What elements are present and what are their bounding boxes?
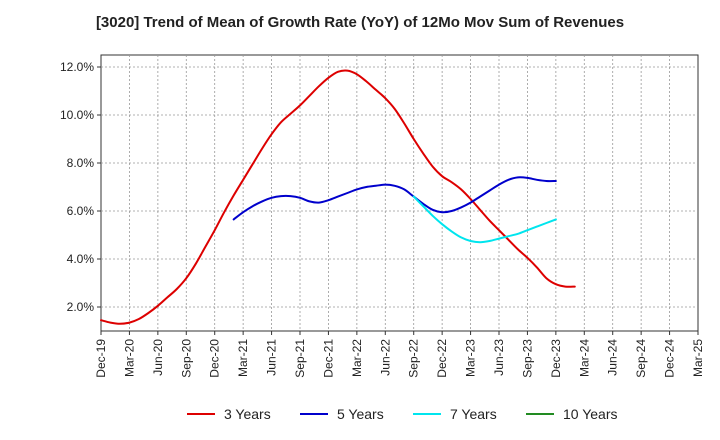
x-tick-label: Dec-23 (549, 339, 563, 378)
x-tick-label: Sep-22 (407, 339, 421, 378)
x-tick-label: Mar-23 (464, 339, 478, 377)
x-tick-label: Sep-24 (634, 339, 648, 378)
x-tick-label: Jun-24 (606, 339, 620, 376)
legend-label: 10 Years (563, 406, 618, 422)
x-tick-label: Sep-23 (520, 339, 534, 378)
legend-label: 3 Years (224, 406, 271, 422)
x-tick-label: Jun-20 (151, 339, 165, 376)
x-tick-label: Jun-21 (265, 339, 279, 376)
y-tick-label: 10.0% (60, 108, 94, 122)
series-line-5-years (232, 176, 557, 221)
x-tick-label: Mar-21 (236, 339, 250, 377)
x-tick-label: Dec-20 (208, 339, 222, 378)
plot-frame (100, 54, 699, 332)
x-tick-label: Mar-25 (691, 339, 705, 377)
series-line-3-years (100, 69, 576, 325)
plot-area: 2.0% 4.0% 6.0% 8.0% 10.0% 12.0% Dec-19 Mar-20 Ju… (60, 54, 705, 378)
legend: 3 Years 5 Years 7 Years 10 Years (187, 406, 618, 422)
y-tick-label: 8.0% (67, 156, 95, 170)
chart-title: [3020] Trend of Mean of Growth Rate (YoY… (95, 14, 625, 31)
y-tick-label: 12.0% (60, 60, 94, 74)
legend-item: 7 Years (413, 406, 497, 422)
x-tick-label: Jun-22 (378, 339, 392, 376)
x-tick-label: Dec-19 (94, 339, 108, 378)
legend-label: 5 Years (337, 406, 384, 422)
y-tick-label: 2.0% (67, 300, 95, 314)
x-tick-label: Mar-24 (577, 339, 591, 377)
x-tick-label: Jun-23 (492, 339, 506, 376)
series-line-7-years (412, 195, 557, 244)
y-tick-label: 6.0% (67, 204, 95, 218)
y-tick-label: 4.0% (67, 252, 95, 266)
legend-item: 5 Years (300, 406, 384, 422)
legend-item: 10 Years (526, 406, 618, 422)
x-tick-label: Sep-21 (293, 339, 307, 378)
x-tick-label: Dec-24 (663, 339, 677, 378)
x-tick-label: Mar-20 (122, 339, 136, 377)
legend-label: 7 Years (450, 406, 497, 422)
x-tick-label: Sep-20 (179, 339, 193, 378)
legend-item: 3 Years (187, 406, 271, 422)
x-tick-label: Dec-22 (435, 339, 449, 378)
x-tick-label: Mar-22 (350, 339, 364, 377)
x-tick-label: Dec-21 (321, 339, 335, 378)
